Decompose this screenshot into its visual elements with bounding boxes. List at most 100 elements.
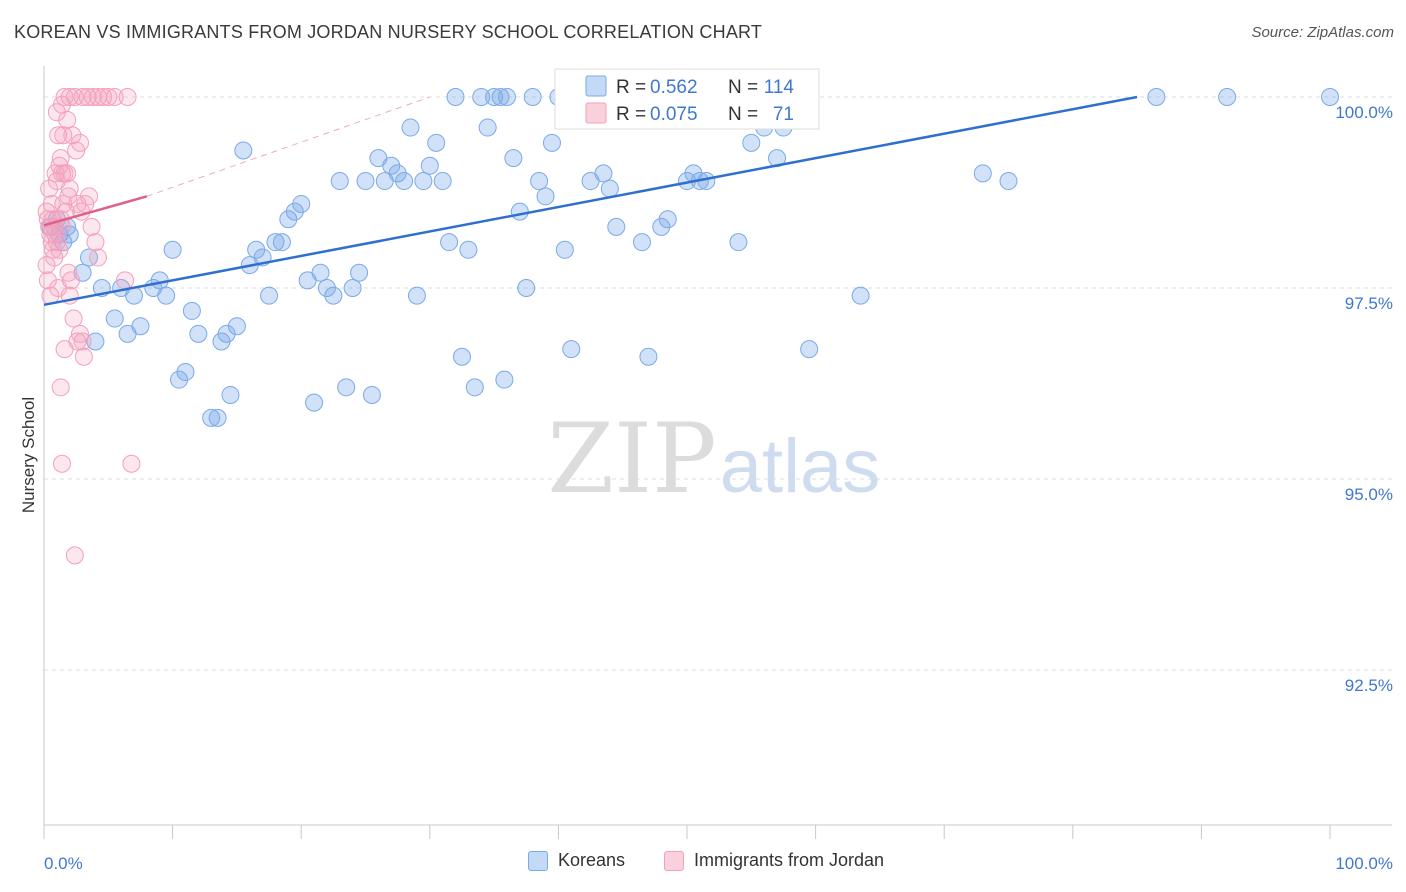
point-koreans-62 xyxy=(446,88,465,106)
chart-title: KOREAN VS IMMIGRANTS FROM JORDAN NURSERY… xyxy=(14,22,763,42)
point-koreans-75 xyxy=(523,88,542,106)
point-koreans-43 xyxy=(324,286,343,305)
point-koreans-57 xyxy=(420,156,439,175)
point-koreans-77 xyxy=(536,187,555,206)
point-koreans-69 xyxy=(491,88,510,106)
point-jordan-34 xyxy=(63,126,82,145)
point-jordan-49 xyxy=(55,88,74,106)
point-koreans-37 xyxy=(292,194,311,213)
point-koreans-20 xyxy=(182,301,201,320)
stats-legend: R = 0.562 N = 114 R = 0.075 N = 71 xyxy=(554,68,820,130)
legend-swatch-koreans xyxy=(528,850,548,871)
point-koreans-108 xyxy=(973,164,992,183)
y-tick-label-0: 92.5% xyxy=(1345,676,1393,695)
point-jordan-30 xyxy=(49,126,68,145)
point-koreans-100 xyxy=(742,133,761,152)
point-koreans-91 xyxy=(652,217,671,236)
point-jordan-39 xyxy=(60,88,79,106)
point-koreans-66 xyxy=(472,88,491,106)
point-jordan-42 xyxy=(78,88,97,106)
point-koreans-80 xyxy=(555,240,574,259)
point-koreans-106 xyxy=(800,340,819,359)
point-koreans-71 xyxy=(497,88,516,106)
point-koreans-42 xyxy=(317,279,336,297)
point-jordan-7 xyxy=(37,256,56,275)
point-jordan-43 xyxy=(83,88,102,106)
point-koreans-87 xyxy=(607,217,626,236)
trend-lines xyxy=(43,95,1138,307)
point-koreans-28 xyxy=(163,240,182,259)
point-koreans-88 xyxy=(632,233,651,252)
point-koreans-72 xyxy=(504,149,523,168)
y-tick-label-2: 97.5% xyxy=(1345,294,1393,313)
point-koreans-35 xyxy=(279,210,298,229)
point-koreans-70 xyxy=(495,370,514,389)
point-koreans-109 xyxy=(999,172,1018,191)
point-koreans-67 xyxy=(478,118,497,137)
legend-item-koreans[interactable]: Koreans xyxy=(528,850,625,871)
legend-label-koreans: Koreans xyxy=(558,850,626,870)
point-koreans-47 xyxy=(350,263,369,282)
x-tick-label-1: 100.0% xyxy=(1335,854,1393,873)
stats-swatch-1 xyxy=(585,102,607,124)
legend-label-jordan: Immigrants from Jordan xyxy=(694,850,885,870)
point-jordan-31 xyxy=(51,149,70,168)
point-koreans-68 xyxy=(485,88,504,106)
point-jordan-61 xyxy=(71,324,90,343)
point-koreans-51 xyxy=(382,156,401,175)
point-koreans-30 xyxy=(247,240,266,259)
point-jordan-53 xyxy=(80,187,99,206)
point-jordan-60 xyxy=(64,309,83,328)
point-koreans-18 xyxy=(170,370,189,389)
point-koreans-14 xyxy=(105,309,124,328)
series-koreans xyxy=(41,88,1339,427)
point-koreans-53 xyxy=(395,172,414,191)
point-koreans-61 xyxy=(440,233,459,252)
point-koreans-60 xyxy=(362,385,381,404)
point-jordan-62 xyxy=(74,347,93,366)
point-koreans-78 xyxy=(542,133,561,152)
point-koreans-40 xyxy=(305,393,324,412)
point-jordan-56 xyxy=(89,248,108,267)
point-koreans-92 xyxy=(658,210,677,229)
point-koreans-33 xyxy=(266,233,285,252)
point-koreans-81 xyxy=(562,340,581,359)
point-jordan-32 xyxy=(54,126,73,145)
point-koreans-34 xyxy=(272,233,291,252)
series-jordan xyxy=(37,88,141,565)
point-koreans-41 xyxy=(311,263,330,282)
point-koreans-111 xyxy=(1218,88,1237,106)
point-jordan-66 xyxy=(53,454,72,473)
point-jordan-57 xyxy=(116,271,135,290)
stats-n-label-1: N = xyxy=(728,104,758,125)
point-jordan-64 xyxy=(55,340,74,359)
x-tick-label-0: 0.0% xyxy=(44,854,83,873)
point-jordan-55 xyxy=(86,233,105,252)
point-koreans-46 xyxy=(343,279,362,297)
watermark: ZIP atlas xyxy=(547,403,880,515)
watermark-atlas: atlas xyxy=(720,424,881,509)
point-jordan-25 xyxy=(58,164,77,183)
point-koreans-38 xyxy=(234,141,253,160)
point-koreans-48 xyxy=(356,172,375,191)
point-koreans-16 xyxy=(131,317,150,336)
stats-swatch-0 xyxy=(585,75,607,97)
point-koreans-59 xyxy=(433,172,452,191)
axes: 92.5% 95.0% 97.5% 100.0% 0.0% 100.0% xyxy=(43,66,1393,873)
point-koreans-76 xyxy=(530,172,549,191)
watermark-zip: ZIP xyxy=(547,403,716,515)
legend-item-jordan[interactable]: Immigrants from Jordan xyxy=(664,850,884,871)
point-koreans-17 xyxy=(86,332,105,351)
point-jordan-8 xyxy=(38,271,57,290)
point-koreans-73 xyxy=(510,202,529,221)
trend-line-koreans xyxy=(43,95,1138,307)
point-jordan-54 xyxy=(82,217,101,236)
point-koreans-107 xyxy=(851,286,870,305)
point-koreans-54 xyxy=(401,118,420,137)
stats-n-label-0: N = xyxy=(728,77,758,98)
point-koreans-99 xyxy=(729,233,748,252)
point-jordan-19 xyxy=(40,179,59,198)
stats-r-value-0: 0.562 xyxy=(650,77,698,98)
point-jordan-67 xyxy=(122,454,141,473)
